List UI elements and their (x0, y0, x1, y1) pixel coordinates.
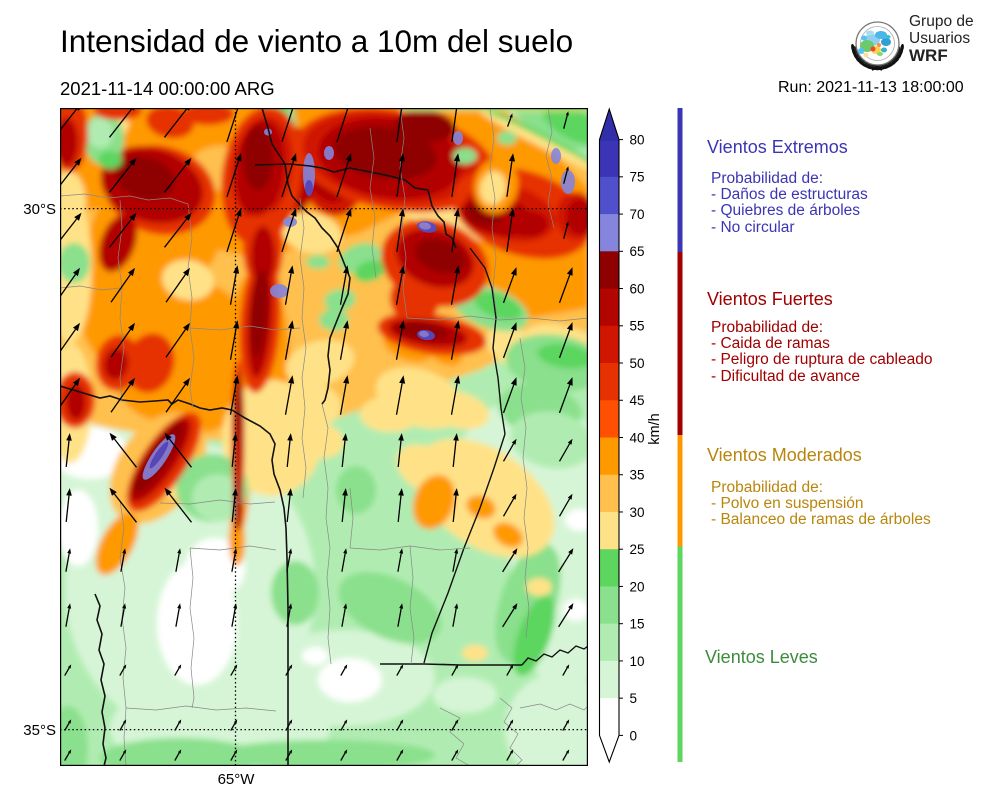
svg-text:55: 55 (630, 319, 645, 334)
svg-text:10: 10 (630, 654, 645, 669)
svg-text:80: 80 (630, 133, 645, 148)
svg-text:75: 75 (630, 170, 645, 185)
svg-text:35: 35 (630, 468, 645, 483)
svg-text:70: 70 (630, 207, 645, 222)
svg-text:25: 25 (630, 542, 645, 557)
svg-text:30°S: 30°S (23, 201, 56, 218)
svg-text:0: 0 (630, 728, 638, 743)
svg-text:30: 30 (630, 505, 645, 520)
svg-text:60: 60 (630, 281, 645, 296)
svg-text:50: 50 (630, 356, 645, 371)
svg-text:5: 5 (630, 691, 638, 706)
svg-text:65: 65 (630, 244, 645, 259)
svg-text:65°W: 65°W (218, 771, 256, 788)
svg-text:40: 40 (630, 430, 645, 445)
svg-text:45: 45 (630, 393, 645, 408)
svg-text:35°S: 35°S (23, 722, 56, 739)
svg-text:15: 15 (630, 617, 645, 632)
svg-text:20: 20 (630, 579, 645, 594)
svg-text:km/h: km/h (647, 413, 663, 444)
